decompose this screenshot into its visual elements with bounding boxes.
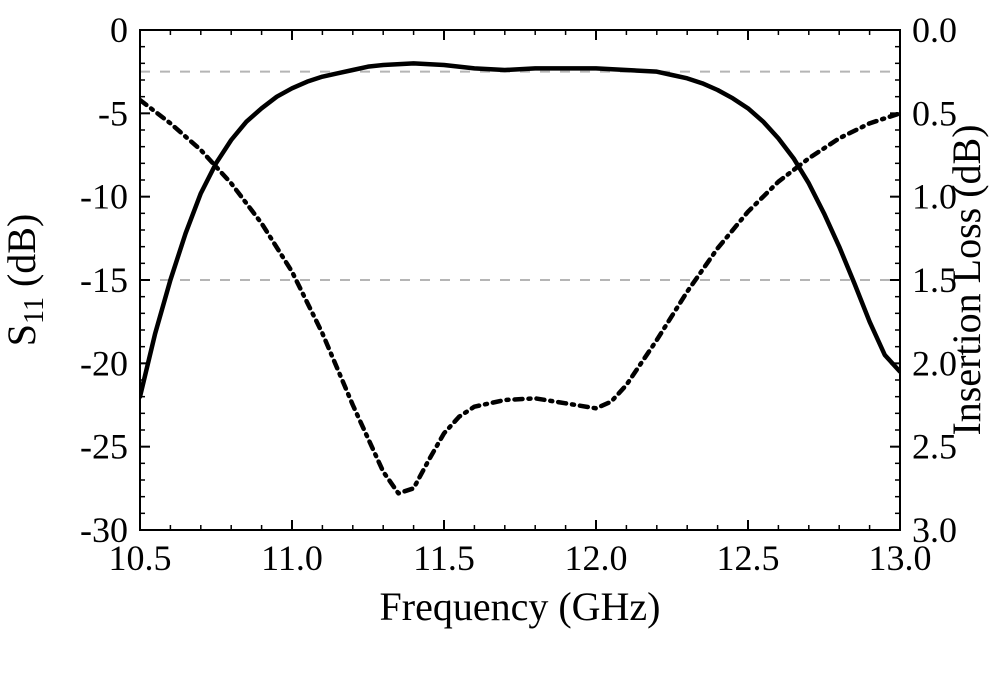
dual-axis-line-chart: 10.511.011.512.012.513.00-5-10-15-20-25-… [0, 0, 1000, 674]
y-right-tick-label: 0.0 [912, 10, 957, 50]
svg-text:Insertion Loss (dB): Insertion Loss (dB) [944, 124, 989, 435]
x-axis-label: Frequency (GHz) [380, 584, 661, 629]
x-tick-label: 11.5 [413, 538, 475, 578]
y-right-axis-label: Insertion Loss (dB) [944, 124, 989, 435]
y-left-tick-label: -10 [80, 177, 128, 217]
x-tick-label: 12.0 [565, 538, 628, 578]
y-left-tick-label: -25 [80, 427, 128, 467]
chart-container: 10.511.011.512.012.513.00-5-10-15-20-25-… [0, 0, 1000, 674]
y-left-tick-label: -5 [98, 93, 128, 133]
y-right-tick-label: 3.0 [912, 510, 957, 550]
y-left-axis-label: S11 (dB) [0, 214, 50, 347]
y-left-tick-label: -15 [80, 260, 128, 300]
svg-text:S11 (dB): S11 (dB) [0, 214, 50, 347]
y-left-tick-label: -30 [80, 510, 128, 550]
y-left-tick-label: 0 [110, 10, 128, 50]
x-tick-label: 12.5 [717, 538, 780, 578]
x-tick-label: 11.0 [261, 538, 323, 578]
y-left-tick-label: -20 [80, 343, 128, 383]
